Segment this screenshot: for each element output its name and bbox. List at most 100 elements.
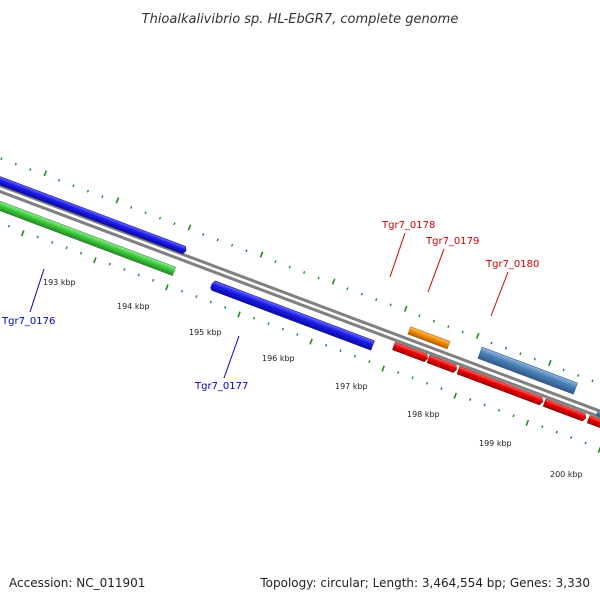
scale-label: 195 kbp [189, 328, 222, 337]
minor-tick [339, 349, 342, 353]
major-tick [331, 278, 336, 285]
gene-arrow-orange[interactable] [407, 326, 451, 350]
minor-tick [7, 224, 11, 228]
gene-label-tgr7-0176[interactable]: Tgr7_0176 [1, 316, 55, 327]
minor-tick [519, 352, 522, 356]
major-tick [115, 197, 120, 204]
major-tick [187, 224, 192, 231]
backbone-line-outer [0, 163, 600, 434]
major-tick [93, 257, 97, 264]
minor-tick [303, 271, 306, 274]
gene-arrow-green[interactable] [0, 178, 176, 276]
minor-tick [389, 303, 392, 307]
gene-arrow-red-1[interactable] [392, 341, 429, 362]
minor-tick [584, 441, 587, 445]
minor-tick [418, 314, 421, 318]
minor-tick [504, 346, 508, 350]
minor-tick [360, 292, 363, 296]
minor-tick [346, 287, 349, 291]
minor-tick [202, 233, 205, 236]
minor-tick [29, 168, 32, 171]
minor-tick [79, 251, 83, 255]
minor-tick [562, 368, 565, 372]
major-tick [237, 311, 241, 318]
gene-arrow-red-5[interactable] [586, 415, 600, 448]
minor-tick [224, 305, 227, 309]
gene-label-tgr7-0177[interactable]: Tgr7_0177 [194, 381, 248, 392]
major-tick [381, 365, 385, 372]
major-tick [259, 251, 264, 258]
minor-tick [469, 398, 472, 401]
minor-tick [180, 289, 184, 293]
minor-tick [296, 333, 299, 336]
gene-label-tgr7-0178[interactable]: Tgr7_0178 [381, 220, 435, 231]
minor-tick [397, 371, 400, 374]
outer-tick-track [0, 157, 594, 383]
major-tick [20, 230, 25, 237]
minor-tick [195, 295, 198, 298]
minor-tick [173, 222, 176, 226]
gene-arrow-steel-1[interactable] [477, 346, 578, 395]
gene-labels: Tgr7_0176 Tgr7_0177 Tgr7_0178 Tgr7_0179 … [1, 220, 539, 392]
minor-tick [245, 249, 248, 253]
minor-tick [0, 157, 3, 161]
minor-tick [570, 436, 573, 439]
gene-arrow-blue-1[interactable] [0, 156, 187, 255]
accession-text: Accession: NC_011901 [9, 576, 145, 590]
minor-tick [533, 357, 536, 361]
scale-label: 198 kbp [407, 410, 440, 419]
scale-label: 197 kbp [335, 382, 368, 391]
minor-tick [65, 246, 68, 250]
minor-tick [375, 298, 378, 301]
gene-label-tgr7-0180[interactable]: Tgr7_0180 [485, 259, 539, 270]
minor-tick [411, 376, 414, 380]
minor-tick [353, 354, 357, 358]
minor-tick [440, 387, 443, 391]
minor-tick [555, 430, 558, 434]
minor-tick [14, 162, 17, 166]
gene-track [0, 156, 600, 448]
minor-tick [209, 300, 212, 304]
gene-arrow-red-3[interactable] [456, 366, 544, 406]
gene-arrow-steel-2[interactable] [595, 409, 600, 438]
gene-arrow-red-2[interactable] [426, 354, 458, 373]
minor-tick [58, 178, 61, 182]
major-tick [525, 419, 530, 426]
scale-label: 196 kbp [262, 354, 295, 363]
minor-tick [368, 360, 371, 364]
major-tick [475, 332, 480, 339]
genome-backbone [0, 163, 600, 439]
major-tick [309, 338, 313, 345]
label-leader-line [29, 268, 45, 313]
minor-tick [51, 240, 54, 244]
minor-tick [101, 195, 104, 199]
minor-tick [230, 243, 234, 247]
minor-tick [123, 268, 126, 271]
inner-tick-track [7, 224, 600, 454]
gene-label-tgr7-0179[interactable]: Tgr7_0179 [425, 236, 479, 247]
minor-tick [36, 235, 39, 239]
minor-tick [274, 260, 277, 264]
minor-tick [72, 184, 75, 188]
gene-arrow-blue-2[interactable] [210, 280, 375, 351]
minor-tick [317, 276, 320, 280]
minor-tick [432, 319, 435, 323]
scale-label: 193 kbp [43, 278, 76, 287]
major-tick [453, 392, 458, 399]
minor-tick [137, 273, 140, 277]
scale-labels: 193 kbp 194 kbp 195 kbp 196 kbp 197 kbp … [43, 278, 583, 479]
minor-tick [158, 216, 162, 220]
major-tick [403, 305, 408, 312]
major-tick [165, 284, 169, 291]
minor-tick [512, 414, 515, 418]
minor-tick [498, 408, 501, 412]
minor-tick [144, 211, 147, 215]
label-leader-line [490, 271, 509, 317]
minor-tick [541, 425, 544, 429]
gene-arrow-red-4[interactable] [542, 398, 587, 422]
minor-tick [86, 189, 90, 193]
label-leader-line [389, 232, 406, 278]
minor-tick [252, 316, 256, 320]
major-tick [597, 446, 600, 454]
